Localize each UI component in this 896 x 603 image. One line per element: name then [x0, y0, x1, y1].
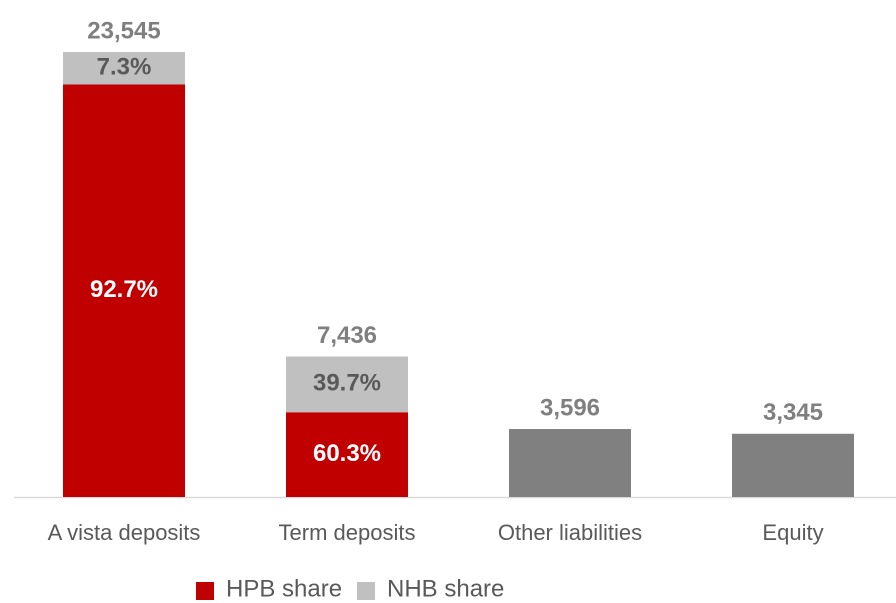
segment-label: 7.3% [97, 54, 152, 81]
bar [509, 429, 631, 497]
total-label: 3,596 [540, 394, 600, 421]
legend-swatch [357, 582, 375, 600]
legend-label: NHB share [387, 575, 504, 602]
legend-swatch [196, 582, 214, 600]
x-tick-label: Term deposits [279, 520, 416, 545]
total-label: 23,545 [87, 17, 160, 44]
segment-label: 60.3% [313, 440, 381, 467]
bar-segment [63, 84, 185, 498]
bar-segment [63, 52, 185, 85]
bar-segment [286, 412, 408, 497]
bar-segment [286, 356, 408, 413]
bar [732, 433, 854, 497]
segment-label: 39.7% [313, 370, 381, 397]
legend-label: HPB share [226, 575, 342, 602]
total-label: 7,436 [317, 322, 377, 349]
total-label: 3,345 [763, 399, 823, 426]
segment-label: 92.7% [90, 276, 158, 303]
x-tick-label: Equity [762, 520, 823, 545]
x-tick-label: Other liabilities [498, 520, 642, 545]
x-tick-label: A vista deposits [48, 520, 201, 545]
